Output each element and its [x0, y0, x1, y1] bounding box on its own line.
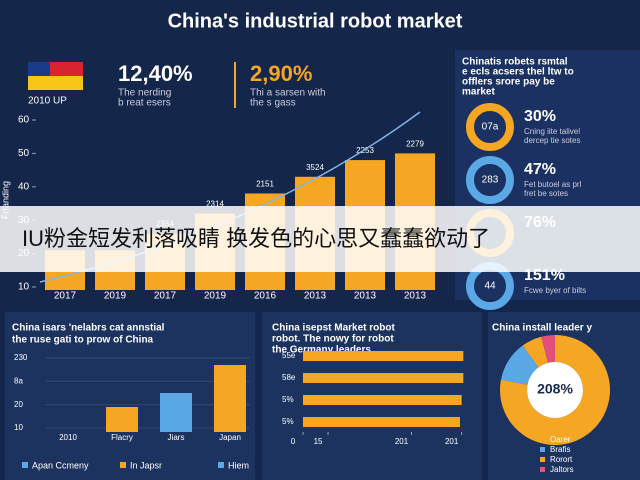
stat-value: 2,90%	[250, 61, 312, 86]
panel-title: the ruse gati to prow of China	[12, 335, 154, 346]
ring-label: 44	[484, 281, 496, 292]
pie-slice	[500, 335, 610, 445]
x-tick-label: 2019	[104, 291, 127, 302]
panel-title: robot. The nowy for robot	[272, 334, 394, 345]
x-tick-label: 15	[314, 437, 323, 446]
ring	[466, 156, 514, 204]
flag-caption: 2010 UP	[28, 96, 67, 107]
bar	[303, 395, 462, 405]
ring-label: 07a	[482, 122, 499, 133]
bar	[214, 365, 246, 432]
y-tick-label: 55e	[282, 351, 296, 360]
x-tick-label: 2019	[204, 291, 227, 302]
legend-swatch	[540, 467, 545, 472]
item-value: 47%	[524, 161, 556, 178]
y-tick-label: 230	[14, 353, 28, 362]
bar	[303, 417, 460, 427]
legend-label: Hiem	[228, 460, 249, 470]
x-tick-label: 0	[291, 437, 296, 446]
panel-title: China isars 'nelabrs cat annstial	[12, 323, 165, 334]
y-tick-label: 20	[14, 400, 23, 409]
ring	[466, 103, 514, 151]
item-caption: Fcwe byer of bilts	[524, 286, 586, 295]
y-tick-label: 58e	[282, 373, 296, 382]
bar	[106, 407, 138, 432]
bar-annotation: 2253	[356, 146, 374, 155]
side-title: Chinatis robets rsmtal	[462, 57, 568, 68]
legend-swatch	[120, 462, 126, 468]
x-tick-label: 2016	[254, 291, 277, 302]
bar-annotation: 2151	[256, 180, 274, 189]
title: China's industrial robot market	[168, 10, 463, 32]
flag	[28, 62, 50, 76]
x-tick-label: 2013	[404, 291, 427, 302]
x-tick-label: Flacry	[111, 433, 133, 442]
x-tick-label: Jiars	[168, 433, 185, 442]
bar-annotation: 2279	[406, 140, 424, 149]
stat-caption: b reat esers	[118, 98, 171, 109]
x-tick-label: 201	[445, 437, 459, 446]
side-title: e ecls acsers thel ltw to	[462, 67, 574, 78]
panel-title: China isepst Market robot	[272, 323, 395, 334]
y-tick-label: 8a	[14, 376, 23, 385]
ring-label: 283	[482, 175, 499, 186]
legend-swatch	[540, 457, 545, 462]
stat-caption: The nerding	[118, 88, 171, 99]
item-caption: Cning iite talivel	[524, 127, 580, 136]
legend-swatch	[540, 437, 545, 442]
stat-value: 12,40%	[118, 61, 193, 86]
pie-slice	[541, 335, 555, 363]
bar	[303, 373, 464, 383]
overlay-banner	[0, 206, 640, 272]
bar-annotation: 3524	[306, 163, 324, 172]
legend-swatch	[540, 447, 545, 452]
item-caption: dercep tie sotes	[524, 136, 580, 145]
legend-label: Rorort	[550, 455, 573, 464]
item-caption: Fet butoel as prl	[524, 180, 582, 189]
y-tick-label: 60	[18, 115, 30, 126]
x-tick-label: 2017	[154, 291, 177, 302]
bar-annotation: 2314	[206, 200, 224, 209]
pie-slice	[522, 336, 549, 368]
bar	[303, 351, 464, 361]
legend-swatch	[218, 462, 224, 468]
y-tick-label: 5%	[282, 395, 294, 404]
y-tick-label: 5%	[282, 417, 294, 426]
y-tick-label: 10	[14, 423, 23, 432]
legend-label: Apan Ccmeny	[32, 460, 89, 470]
item-caption: fret be sotes	[524, 189, 568, 198]
flag	[28, 76, 83, 90]
legend-label: Jaltors	[550, 465, 574, 474]
x-tick-label: 2017	[54, 291, 77, 302]
x-tick-label: 2013	[354, 291, 377, 302]
legend-label: Brafis	[550, 445, 570, 454]
stat-caption: the s gass	[250, 98, 296, 109]
y-tick-label: 40	[18, 181, 30, 192]
panel-title: China install leader y	[492, 323, 592, 334]
legend-label: Oarer	[550, 435, 571, 444]
side-title: market	[462, 87, 495, 98]
y-tick-label: 50	[18, 148, 30, 159]
item-value: 30%	[524, 108, 556, 125]
stat-caption: Thi a sarsen with	[250, 88, 326, 99]
overlay-caption: IU粉金短发利落吸睛 换发色的心思又蠢蠢欲动了	[22, 226, 490, 251]
x-tick-label: 2013	[304, 291, 327, 302]
x-tick-label: 201	[395, 437, 409, 446]
panel	[5, 312, 255, 480]
side-title: offlers srore pay be	[462, 77, 555, 88]
y-tick-label: 10	[18, 282, 30, 293]
y-axis-label: Frtanding	[0, 181, 10, 219]
center-label: 208%	[537, 381, 573, 397]
pie-slice	[500, 345, 539, 385]
x-tick-label: 2010	[59, 433, 77, 442]
panel-title: the Germany leaders	[272, 345, 371, 356]
legend-swatch	[22, 462, 28, 468]
legend-label: In Japsr	[130, 460, 162, 470]
bar	[160, 393, 192, 432]
x-tick-label: Japan	[219, 433, 241, 442]
pie-hole	[527, 362, 583, 418]
